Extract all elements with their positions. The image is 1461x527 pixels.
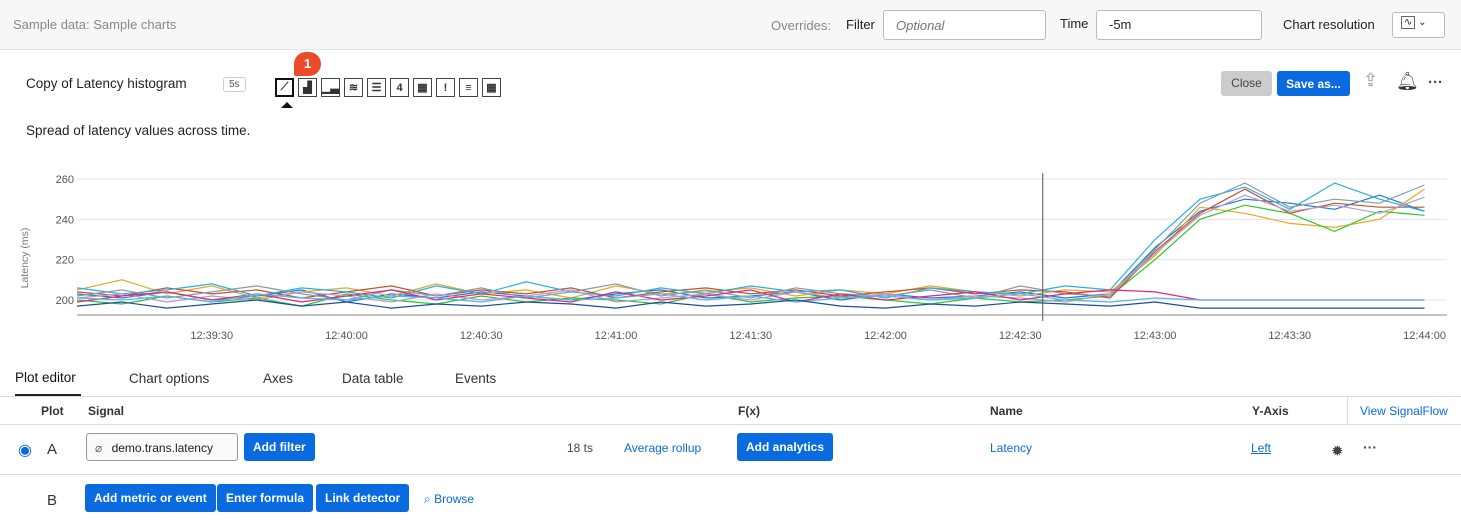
bell-icon[interactable]: 🔔︎: [1396, 71, 1419, 91]
x-tick-label: 12:40:00: [325, 330, 368, 342]
event-feed-icon[interactable]: !: [436, 78, 455, 97]
tag-icon: ⌀: [95, 441, 103, 455]
y-axis-label: Latency (ms): [19, 228, 31, 289]
ts-count: 18 ts: [567, 441, 594, 455]
latency-chart[interactable]: 200 220 240 260 12:39:30 12:40:00 12:40:30 12:4…: [0, 160, 1461, 345]
time-label: Time: [1060, 16, 1089, 31]
search-icon: ⌕: [424, 492, 431, 506]
gear-icon[interactable]: ✹: [1331, 443, 1344, 460]
y-tick-label: 220: [56, 255, 74, 267]
series-line-10: [76, 299, 1425, 309]
plot-row-a: ◉ A ⌀ demo.trans.latency Add filter 18 t…: [0, 425, 1461, 475]
header-fx: F(x): [738, 404, 760, 418]
eye-icon[interactable]: ◉: [18, 442, 32, 459]
tab-axes[interactable]: Axes: [263, 371, 294, 386]
browse-label: Browse: [434, 492, 475, 506]
tab-chart-options[interactable]: Chart options: [129, 371, 210, 386]
line-chart-icon: ∿: [1401, 16, 1416, 29]
area-chart-icon[interactable]: ▟: [298, 78, 317, 97]
table-icon[interactable]: ▦: [482, 78, 501, 97]
line-chart-icon[interactable]: ⟋: [275, 78, 294, 97]
series-line-9: [76, 293, 1425, 303]
filter-label: Filter: [846, 17, 875, 32]
tab-data-table[interactable]: Data table: [342, 371, 404, 386]
browse-link[interactable]: ⌕ Browse: [424, 492, 474, 507]
column-chart-icon[interactable]: ▁▃: [321, 78, 340, 97]
share-icon[interactable]: ⇪: [1363, 70, 1379, 90]
add-analytics-button[interactable]: Add analytics: [737, 433, 834, 461]
chart-resolution-dropdown[interactable]: ∿ ⌄: [1392, 12, 1445, 38]
y-tick-label: 260: [56, 174, 74, 186]
header-y-axis: Y-Axis: [1252, 404, 1289, 418]
x-tick-label: 12:42:00: [864, 330, 907, 342]
chart-description: Spread of latency values across time.: [26, 123, 251, 138]
series-line-5: [76, 182, 1425, 299]
y-tick-label: 200: [56, 295, 74, 307]
x-tick-label: 12:39:30: [190, 330, 233, 342]
link-detector-button[interactable]: Link detector: [316, 484, 410, 512]
chart-resolution-label: Chart resolution: [1283, 17, 1375, 32]
enter-formula-button[interactable]: Enter formula: [217, 484, 314, 512]
add-metric-button[interactable]: Add metric or event: [85, 484, 216, 512]
single-value-icon[interactable]: 4: [390, 78, 409, 97]
header-name: Name: [990, 404, 1023, 418]
dashboard-title: Sample data: Sample charts: [13, 17, 177, 32]
series-line-7: [76, 194, 1425, 303]
plot-name[interactable]: Latency: [990, 441, 1033, 455]
top-bar: Sample data: Sample charts Overrides: Fi…: [0, 0, 1461, 50]
save-as-button[interactable]: Save as...: [1277, 71, 1350, 96]
divider: [1347, 397, 1348, 425]
more-icon[interactable]: ···: [1363, 439, 1377, 455]
chart-title[interactable]: Copy of Latency histogram: [26, 76, 187, 91]
selected-indicator: [281, 102, 293, 108]
rollup-link[interactable]: Average rollup: [624, 441, 702, 455]
tab-events[interactable]: Events: [455, 371, 497, 386]
x-tick-label: 12:40:30: [460, 330, 503, 342]
x-tick-label: 12:43:00: [1134, 330, 1177, 342]
y-tick-label: 240: [56, 214, 74, 226]
x-tick-label: 12:43:30: [1268, 330, 1311, 342]
x-tick-label: 12:41:30: [729, 330, 772, 342]
plot-letter: A: [47, 441, 58, 458]
refresh-badge: 5s: [223, 77, 246, 92]
header-signal: Signal: [88, 404, 125, 418]
series-line-6: [76, 182, 1425, 301]
notification-badge: 1: [294, 52, 321, 76]
chart-type-selector: ⟋ ▟ ▁▃ ≋ ☰ 4 ▦ ! ≡ ▦: [275, 78, 501, 97]
header-plot: Plot: [41, 404, 64, 418]
active-tab-underline: [15, 394, 81, 396]
series-line-3: [76, 204, 1425, 307]
editor-tabs: Plot editor Chart options Axes Data tabl…: [0, 365, 1461, 397]
plot-letter: B: [47, 492, 58, 509]
text-icon[interactable]: ≡: [459, 78, 478, 97]
add-filter-button[interactable]: Add filter: [244, 433, 315, 461]
signal-input[interactable]: ⌀ demo.trans.latency: [86, 433, 238, 461]
chevron-down-icon: ⌄: [1418, 17, 1427, 28]
filter-input[interactable]: [883, 10, 1046, 40]
overrides-label: Overrides:: [771, 18, 831, 33]
x-tick-label: 12:41:00: [595, 330, 638, 342]
plot-table-header: Plot Signal F(x) Name Y-Axis View Signal…: [0, 397, 1461, 425]
time-input[interactable]: -5m: [1096, 10, 1262, 40]
more-icon[interactable]: ···: [1428, 74, 1443, 91]
list-icon[interactable]: ☰: [367, 78, 386, 97]
histogram-icon[interactable]: ≋: [344, 78, 363, 97]
signal-name: demo.trans.latency: [111, 441, 213, 455]
y-axis-link[interactable]: Left: [1251, 441, 1272, 455]
tab-plot-editor[interactable]: Plot editor: [15, 370, 76, 385]
view-signalflow-link[interactable]: View SignalFlow: [1360, 404, 1448, 418]
x-tick-label: 12:44:00: [1403, 330, 1446, 342]
x-tick-label: 12:42:30: [999, 330, 1042, 342]
plot-row-b: B Add metric or event Enter formula Link…: [0, 476, 1461, 527]
heatmap-icon[interactable]: ▦: [413, 78, 432, 97]
close-button[interactable]: Close: [1221, 71, 1272, 96]
